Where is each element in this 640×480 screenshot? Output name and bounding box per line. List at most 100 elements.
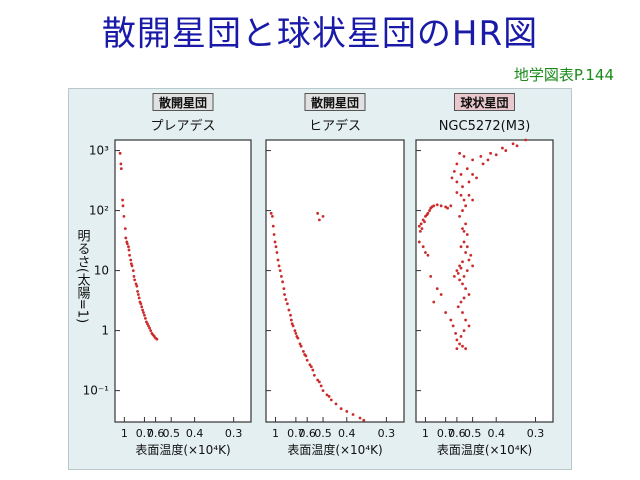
data-point-3-86 (452, 275, 456, 278)
data-point-3-59 (464, 251, 468, 254)
data-point-1-20 (134, 282, 138, 286)
data-point-3-83 (461, 260, 464, 264)
data-point-1-11 (127, 245, 130, 249)
plot-area-2 (265, 139, 405, 423)
data-point-3-56 (465, 233, 469, 236)
data-point-3-12 (449, 204, 453, 208)
x-tick-label-1-2: 0.7 (136, 427, 154, 440)
data-point-3-22 (426, 253, 430, 257)
data-point-3-38 (475, 176, 478, 180)
data-point-2-15 (281, 280, 285, 284)
data-point-3-63 (462, 275, 466, 278)
data-point-3-46 (462, 198, 466, 202)
data-point-2-47 (295, 335, 299, 338)
data-point-1-26 (139, 302, 143, 306)
cluster-name-2: ヒアデス (309, 118, 361, 134)
x-tick-label-2-6: 0.3 (378, 427, 396, 440)
data-point-3-58 (459, 245, 463, 249)
data-point-3-16 (425, 213, 429, 217)
data-point-1-6 (122, 214, 126, 218)
data-point-3-8 (435, 203, 439, 207)
data-point-1-1 (118, 151, 122, 155)
data-point-3-85 (455, 269, 459, 272)
data-point-3-91 (429, 275, 433, 278)
plot-area-3 (415, 139, 554, 423)
x-tick-label-3-3: 0.6 (448, 427, 466, 440)
data-point-2-27 (298, 342, 302, 346)
data-point-3-43 (515, 144, 519, 148)
data-point-1-31 (144, 316, 147, 320)
data-point-3-34 (455, 180, 459, 184)
data-point-3-68 (462, 296, 466, 300)
data-point-3-82 (469, 253, 473, 257)
data-point-2-25 (294, 331, 298, 335)
x-tick-label-2-2: 0.7 (287, 427, 305, 440)
x-tick-label-3-2: 0.7 (437, 427, 455, 440)
data-point-3-55 (461, 227, 464, 231)
data-point-2-13 (278, 269, 282, 272)
data-point-2-33 (311, 368, 315, 372)
data-point-1-36 (149, 329, 153, 333)
cluster-type-label-1: 散開星団 (159, 95, 207, 110)
data-point-2-31 (305, 358, 309, 362)
y-tick-label-4: 1 (101, 324, 109, 338)
data-point-3-54 (464, 222, 468, 226)
data-point-3-39 (481, 162, 485, 166)
data-point-1-41 (155, 337, 159, 341)
data-point-3-48 (461, 209, 464, 212)
data-point-2-2 (270, 214, 274, 218)
data-point-1-19 (133, 278, 137, 282)
data-point-3-1 (417, 224, 421, 228)
data-point-1-5 (121, 204, 125, 208)
cluster-name-3: NGC5272(M3) (439, 119, 531, 134)
data-point-3-88 (459, 266, 463, 270)
data-point-2-7 (272, 233, 276, 236)
cluster-type-box-3 (454, 93, 515, 111)
data-point-3-44 (461, 185, 464, 189)
y-tick-label-2: 10² (89, 204, 109, 218)
x-axis-label-1: 表面温度(×10⁴K) (135, 442, 230, 457)
data-point-1-28 (141, 308, 144, 312)
cluster-type-label-2: 散開星団 (311, 95, 359, 110)
data-point-3-47 (464, 204, 468, 208)
data-point-3-74 (462, 329, 466, 333)
data-point-3-14 (420, 227, 424, 231)
cluster-type-box-1 (152, 93, 214, 111)
data-point-1-22 (136, 290, 139, 293)
data-point-3-37 (471, 173, 475, 176)
data-point-2-42 (345, 410, 349, 413)
data-point-3-35 (459, 173, 463, 176)
data-point-3-30 (524, 138, 528, 142)
data-point-2-46 (290, 322, 294, 326)
data-point-3-53 (471, 198, 475, 202)
data-point-2-9 (274, 245, 278, 249)
data-point-3-24 (462, 154, 466, 158)
data-point-3-28 (501, 146, 504, 150)
data-point-1-30 (143, 313, 146, 317)
data-point-1-14 (129, 258, 133, 262)
x-tick-label-3-5: 0.4 (487, 427, 505, 440)
data-point-3-84 (458, 264, 462, 268)
data-point-3-76 (455, 338, 459, 342)
data-point-3-73 (467, 324, 471, 328)
data-point-2-37 (321, 389, 325, 393)
source-reference: 地学図表P.144 (513, 66, 614, 84)
data-point-3-42 (504, 149, 508, 152)
data-point-2-51 (317, 380, 321, 384)
data-point-3-32 (452, 169, 456, 173)
data-point-3-87 (456, 271, 460, 275)
data-point-1-33 (146, 322, 149, 326)
data-point-3-23 (458, 151, 462, 155)
data-point-3-67 (467, 293, 471, 296)
data-point-3-79 (464, 347, 468, 351)
data-point-2-17 (283, 293, 286, 296)
y-axis-label: 明るさ(太陽=1) (75, 229, 91, 323)
data-point-1-8 (124, 236, 128, 240)
x-tick-label-2-4: 0.5 (314, 427, 332, 440)
data-point-3-2 (419, 222, 423, 226)
data-point-2-41 (339, 407, 343, 411)
cluster-name-1: プレアデス (150, 118, 215, 134)
data-point-1-10 (125, 242, 129, 246)
data-point-3-51 (459, 193, 463, 197)
data-point-2-35 (316, 378, 320, 382)
